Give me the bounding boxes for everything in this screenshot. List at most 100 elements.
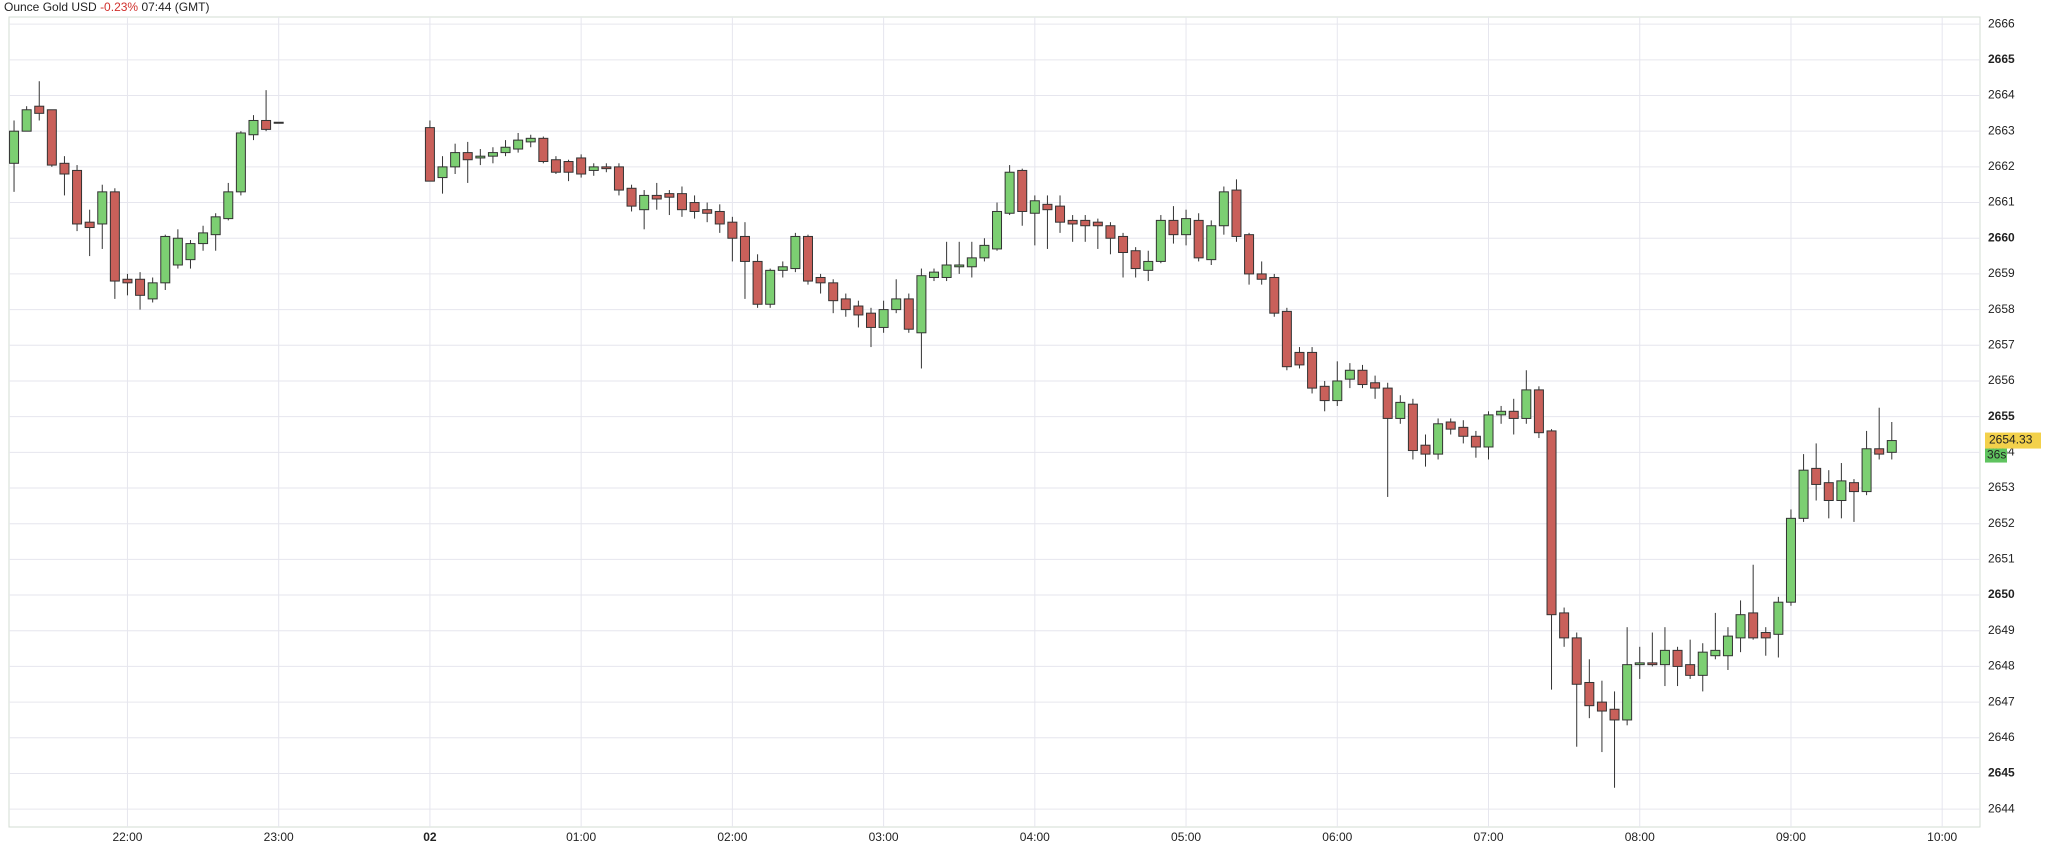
candle-body bbox=[1382, 387, 1393, 419]
candle-body bbox=[1672, 649, 1683, 667]
candle-body bbox=[147, 282, 158, 300]
candle-body bbox=[802, 235, 813, 282]
candle-body bbox=[626, 187, 637, 207]
candle-body bbox=[1848, 482, 1859, 493]
candle-body bbox=[1748, 612, 1759, 639]
y-tick-label: 2647 bbox=[1988, 694, 2015, 708]
x-tick-label: 05:00 bbox=[1171, 830, 1201, 844]
candle-body bbox=[1697, 651, 1708, 676]
candle-body bbox=[1395, 401, 1406, 419]
candle-body bbox=[1470, 435, 1481, 448]
candle-body bbox=[903, 298, 914, 330]
candle-body bbox=[1357, 369, 1368, 386]
change: -0.23% bbox=[100, 0, 138, 14]
x-tick-label: 02 bbox=[423, 830, 437, 844]
candle-body bbox=[273, 121, 284, 124]
candle-body bbox=[172, 237, 183, 266]
candle-body bbox=[198, 232, 209, 245]
y-tick-label: 2645 bbox=[1988, 766, 2015, 780]
y-tick-label: 2658 bbox=[1988, 302, 2015, 316]
candle-body bbox=[1785, 517, 1796, 603]
candle-body bbox=[1546, 430, 1557, 616]
y-tick-label: 2657 bbox=[1988, 337, 2015, 351]
candle-body bbox=[727, 221, 738, 239]
candle-body bbox=[702, 209, 713, 214]
candle-body bbox=[1861, 448, 1872, 493]
candle-body bbox=[223, 191, 234, 220]
candle-body bbox=[1836, 480, 1847, 502]
y-tick-label: 2661 bbox=[1988, 195, 2015, 209]
candle-body bbox=[1004, 171, 1015, 214]
candle-body bbox=[1458, 426, 1469, 437]
candle-body bbox=[1659, 649, 1670, 666]
candle-body bbox=[853, 305, 864, 316]
candle-body bbox=[1685, 664, 1696, 676]
candle-body bbox=[235, 132, 246, 193]
candle-body bbox=[437, 166, 448, 179]
candle-body bbox=[1067, 219, 1078, 225]
candle-body bbox=[550, 159, 561, 173]
y-tick-label: 2666 bbox=[1988, 16, 2015, 30]
candle-body bbox=[1319, 385, 1330, 402]
candle-body bbox=[135, 278, 146, 296]
countdown: 36s bbox=[1987, 448, 2006, 462]
candle-body bbox=[992, 210, 1003, 250]
plot-area bbox=[8, 16, 1981, 828]
candle-body bbox=[513, 139, 524, 150]
candle-body bbox=[1811, 467, 1822, 485]
y-tick-label: 2652 bbox=[1988, 516, 2015, 530]
candle-body bbox=[1710, 649, 1721, 657]
candle-body bbox=[563, 161, 574, 173]
candle-body bbox=[929, 271, 940, 278]
candle-body bbox=[1130, 250, 1141, 270]
candle-body bbox=[1521, 389, 1532, 419]
x-tick-label: 23:00 bbox=[264, 830, 294, 844]
candle-body bbox=[790, 235, 801, 270]
candle-body bbox=[1332, 380, 1343, 402]
candle-body bbox=[689, 202, 700, 212]
candle-body bbox=[9, 130, 20, 164]
candle-body bbox=[97, 191, 108, 225]
candle-body bbox=[1080, 219, 1091, 227]
x-tick-label: 03:00 bbox=[869, 830, 899, 844]
time: 07:44 (GMT) bbox=[141, 0, 209, 14]
candle-body bbox=[450, 152, 461, 168]
y-tick-label: 2655 bbox=[1988, 409, 2015, 423]
candle-body bbox=[1420, 444, 1431, 455]
candle-body bbox=[954, 264, 965, 268]
candle-body bbox=[84, 221, 95, 229]
y-tick-label: 2660 bbox=[1988, 230, 2015, 244]
x-tick-label: 06:00 bbox=[1322, 830, 1352, 844]
candle-body bbox=[1344, 369, 1355, 380]
candle-body bbox=[1596, 701, 1607, 712]
candle-body bbox=[1622, 664, 1633, 721]
candle-body bbox=[1735, 614, 1746, 639]
candle-body bbox=[487, 152, 498, 157]
candle-body bbox=[979, 244, 990, 259]
candle-body bbox=[664, 193, 675, 198]
candle-body bbox=[1483, 414, 1494, 448]
y-tick-label: 2644 bbox=[1988, 801, 2015, 815]
x-tick-label: 04:00 bbox=[1020, 830, 1050, 844]
x-tick-label: 08:00 bbox=[1625, 830, 1655, 844]
candle-body bbox=[1634, 662, 1645, 666]
candle-body bbox=[601, 166, 612, 170]
candle-body bbox=[676, 193, 687, 211]
candle-body bbox=[1609, 708, 1620, 721]
candle-body bbox=[878, 309, 889, 328]
candle-body bbox=[1281, 310, 1292, 368]
candle-body bbox=[538, 137, 549, 163]
candle-body bbox=[261, 119, 272, 130]
x-tick-label: 01:00 bbox=[566, 830, 596, 844]
candle-body bbox=[1155, 219, 1166, 262]
candle-body bbox=[1496, 410, 1507, 416]
candle-body bbox=[34, 105, 45, 114]
candle-body bbox=[122, 278, 133, 284]
candle-body bbox=[185, 243, 196, 261]
candle-body bbox=[72, 169, 83, 225]
candle-body bbox=[1017, 169, 1028, 212]
candle-body bbox=[752, 260, 763, 305]
y-tick-label: 2664 bbox=[1988, 88, 2015, 102]
candle-body bbox=[1798, 469, 1809, 519]
